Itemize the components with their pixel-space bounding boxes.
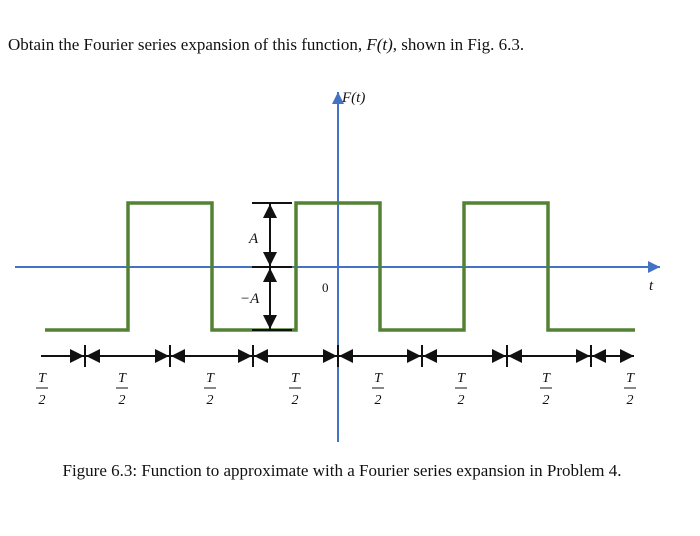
interval-labels: T 2 T 2 T 2 T 2 T 2 T 2 T 2 T 2 — [36, 371, 636, 408]
caption: Figure 6.3: Function to approximate with… — [62, 461, 621, 480]
interval-dimension — [41, 345, 634, 367]
y-axis-label: F(t) — [341, 90, 365, 106]
square-wave — [45, 201, 635, 332]
fraction-denominator: 2 — [39, 393, 46, 408]
question-text: Obtain the Fourier series expansion of t… — [8, 35, 366, 54]
fraction-denominator: 2 — [207, 393, 214, 408]
fraction-denominator: 2 — [375, 393, 382, 408]
question-math: F(t) — [365, 35, 393, 54]
fraction-denominator: 2 — [543, 393, 550, 408]
fraction-numerator: T — [542, 371, 551, 386]
fraction-numerator: T — [374, 371, 383, 386]
fraction-denominator: 2 — [292, 393, 299, 408]
origin-label: 0 — [322, 280, 329, 295]
fraction-numerator: T — [118, 371, 127, 386]
fraction-denominator: 2 — [458, 393, 465, 408]
amplitude-label: A — [248, 231, 259, 247]
x-axis-label: t — [649, 278, 654, 294]
question-text: , shown in Fig. 6.3. — [393, 35, 524, 54]
fraction-numerator: T — [291, 371, 300, 386]
fraction-numerator: T — [457, 371, 466, 386]
amplitude-label: −A — [240, 291, 260, 307]
fraction-numerator: T — [626, 371, 635, 386]
question: Obtain the Fourier series expansion of t… — [8, 35, 524, 54]
fraction-numerator: T — [38, 371, 47, 386]
fraction-numerator: T — [206, 371, 215, 386]
fraction-denominator: 2 — [627, 393, 634, 408]
fraction-denominator: 2 — [119, 393, 126, 408]
amplitude-marker — [252, 202, 292, 331]
